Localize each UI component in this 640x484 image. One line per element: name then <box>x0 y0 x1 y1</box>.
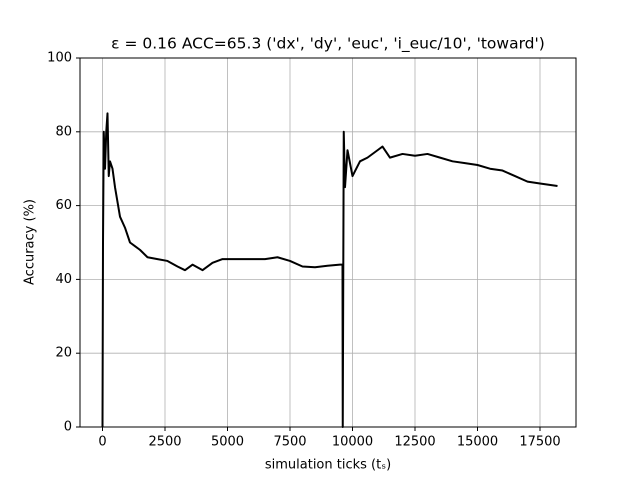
x-tick-label: 7500 <box>273 435 306 450</box>
data-line <box>101 112 558 428</box>
y-axis-label: Accuracy (%) <box>23 199 38 285</box>
x-tick-label: 10000 <box>332 435 373 450</box>
y-tick-label: 40 <box>55 272 72 287</box>
x-tick-label: 15000 <box>457 435 498 450</box>
y-tick-label: 80 <box>55 124 72 139</box>
x-tick-label: 12500 <box>394 435 435 450</box>
x-axis-label: simulation ticks (tₛ) <box>265 458 391 473</box>
x-tick-label: 0 <box>98 435 106 450</box>
x-tick-label: 2500 <box>148 435 181 450</box>
y-tick-label: 20 <box>55 346 72 361</box>
x-tick-label: 17500 <box>519 435 560 450</box>
y-tick-label: 100 <box>47 51 72 66</box>
x-tick-label: 5000 <box>211 435 244 450</box>
y-tick-label: 60 <box>55 198 72 213</box>
plot-frame <box>79 57 577 428</box>
y-tick-label: 0 <box>64 420 72 435</box>
chart-title: ε = 0.16 ACC=65.3 ('dx', 'dy', 'euc', 'i… <box>111 35 545 54</box>
